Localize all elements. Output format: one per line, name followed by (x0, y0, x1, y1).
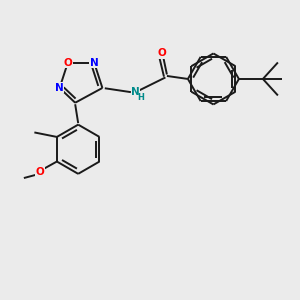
Text: H: H (137, 93, 144, 102)
Text: O: O (36, 167, 45, 177)
Text: N: N (131, 88, 140, 98)
Text: N: N (90, 58, 99, 68)
Text: O: O (157, 49, 166, 58)
Text: N: N (55, 83, 64, 93)
Text: O: O (63, 58, 72, 68)
